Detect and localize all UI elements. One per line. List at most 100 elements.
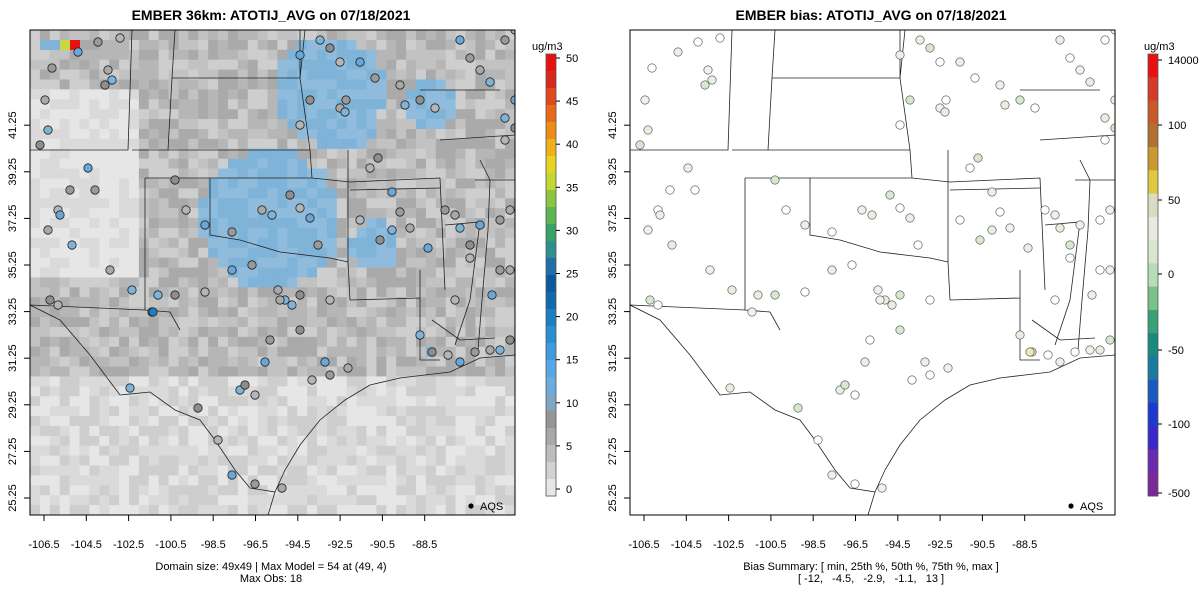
station-marker [1105,205,1115,215]
station-marker [1075,220,1085,230]
left-y-tick-label: 29.25 [7,391,19,419]
station-marker [973,153,983,163]
station-marker [1105,265,1115,275]
station-marker [73,47,83,57]
left-caption-2: Max Obs: 18 [240,573,302,585]
left-y-tick-label: 35.25 [7,251,19,279]
colorbar-swatch [1148,309,1158,334]
station-marker [1100,35,1110,45]
station-marker [275,295,285,305]
station-marker [1085,77,1095,87]
station-marker [43,225,53,235]
station-marker [67,240,77,250]
station-marker [125,383,135,393]
colorbar-swatch [1148,472,1158,497]
colorbar-swatch [546,326,556,344]
station-marker [83,163,93,173]
station-marker [267,210,277,220]
colorbar-swatch [546,360,556,378]
station-marker [905,213,915,223]
station-marker [975,235,985,245]
station-marker [295,50,305,60]
station-marker [707,75,717,85]
station-marker [793,403,803,413]
station-marker [753,290,763,300]
left-x-tick-label: -94.5 [285,539,310,551]
colorbar-swatch [546,428,556,446]
left-y-tick-label: 25.25 [7,484,19,512]
right-y-tick-label: 39.25 [607,158,619,186]
left-colorbar-tick: 10 [566,398,578,410]
station-marker [747,307,757,317]
left-colorbar-tick: 15 [566,355,578,367]
station-marker [307,375,317,385]
station-marker [373,153,383,163]
station-marker [257,205,267,215]
station-marker [200,220,210,230]
station-marker [213,435,223,445]
station-marker [895,290,905,300]
station-marker [935,57,945,67]
left-colorbar-tick: 0 [566,484,572,496]
station-marker [227,470,237,480]
station-marker [867,210,877,220]
station-marker [905,95,915,105]
station-marker [200,287,210,297]
colorbar-swatch [1148,379,1158,404]
station-marker [1105,335,1115,345]
station-marker [943,363,953,373]
colorbar-swatch [1148,333,1158,357]
right-x-tick-label: -104.5 [671,539,702,551]
station-marker [343,363,353,373]
station-marker [887,300,897,310]
station-marker [877,483,887,493]
station-marker [941,95,951,105]
station-marker [53,300,63,310]
left-x-tick-label: -92.5 [328,539,353,551]
station-marker [127,285,137,295]
left-x-tick-label: -88.5 [412,539,437,551]
right-x-tick-label: -100.5 [755,539,786,551]
left-panel: EMBER 36km: ATOTIJ_AVG on 07/18/2021 -10… [7,7,578,585]
station-marker [1100,113,1110,123]
station-marker [405,223,415,233]
station-marker [475,220,485,230]
station-marker [105,265,115,275]
station-marker [925,295,935,305]
station-marker [913,240,923,250]
station-marker [35,140,45,150]
station-marker [1095,345,1105,355]
station-marker [395,207,405,217]
left-colorbar-tick: 50 [566,53,578,65]
station-marker [325,43,335,53]
station-marker [1055,357,1065,367]
right-panel: EMBER bias: ATOTIJ_AVG on 07/18/2021 -10… [607,7,1199,585]
station-marker [827,227,837,237]
station-marker [1050,295,1060,305]
colorbar-swatch [546,462,556,480]
station-marker [645,295,655,305]
colorbar-swatch [1148,240,1158,264]
station-marker [355,215,365,225]
station-marker [305,95,315,105]
colorbar-swatch [1148,263,1158,288]
left-colorbar-tick: 20 [566,312,578,324]
station-marker [295,203,305,213]
station-marker [170,290,180,300]
left-colorbar-tick: 35 [566,182,578,194]
station-marker [265,335,275,345]
colorbar-swatch [546,275,556,293]
station-marker [1030,103,1040,113]
left-y-tick-label: 31.25 [7,344,19,372]
left-colorbar-tick: 45 [566,96,578,108]
right-x-tick-label: -98.5 [801,539,826,551]
colorbar-swatch [546,190,556,208]
right-x-tick-label: -94.5 [885,539,910,551]
station-marker [65,185,75,195]
left-state-boundaries [30,30,515,515]
left-colorbar-tick: 40 [566,139,578,151]
station-marker [370,73,380,83]
station-marker [495,215,505,225]
station-marker [170,175,180,185]
station-marker [727,285,737,295]
